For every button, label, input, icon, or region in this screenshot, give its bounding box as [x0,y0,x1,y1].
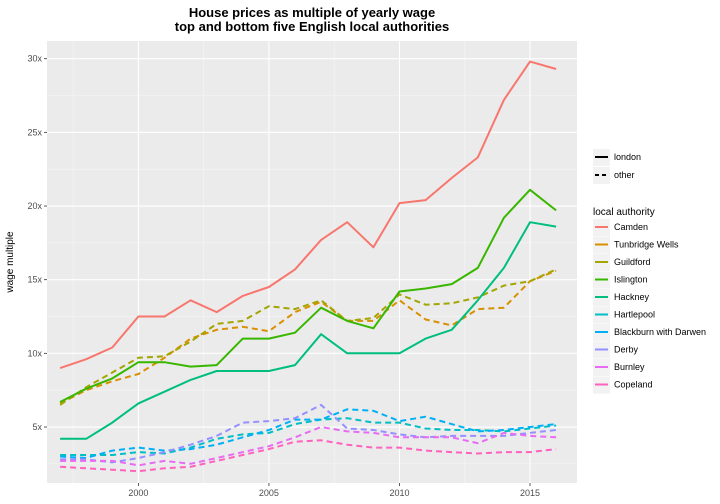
series-line-hackney [60,221,557,440]
series-line-guildford [59,268,557,406]
legend-color-title: local authority [593,207,655,218]
x-tick-label: 2005 [259,488,279,498]
legend-color-label: Derby [614,345,639,355]
legend-color-label: Copeland [614,380,653,390]
legend-color-label: Camden [614,222,648,232]
legend-linetype-label: other [614,170,635,180]
series-line-islington [59,188,557,403]
series-line-blackburn-with-darwen [60,408,557,459]
x-tick-label: 2010 [389,488,409,498]
plot-panel [47,41,577,483]
chart-title: House prices as multiple of yearly wage [189,5,435,20]
legend-linetype: london other [593,149,641,184]
legend-color: Camden Tunbridge Wells Guildford Islington H… [593,219,706,394]
y-axis-title: wage multiple [5,231,16,294]
legend-color-label: Islington [614,275,648,285]
chart-subtitle: top and bottom five English local author… [175,19,449,34]
series-line-hartlepool [60,417,557,456]
series-line-burnley [60,426,557,467]
legend-color-label: Hackney [614,292,650,302]
series-line-camden [59,60,557,370]
y-axis: 5x 10x 15x 20x 25x 30x [27,54,47,432]
legend-color-label: Burnley [614,362,645,372]
series-lines [59,60,557,473]
x-tick-label: 2000 [128,488,148,498]
grid-major [47,41,577,483]
y-tick-label: 25x [27,127,42,137]
legend-color-label: Hartlepool [614,310,655,320]
y-tick-label: 15x [27,275,42,285]
legend-linetype-label: london [614,152,641,162]
legend-key-bg [593,167,610,184]
y-tick-label: 30x [27,54,42,64]
series-line-copeland [60,439,557,473]
series-line-tunbridge-wells [59,269,557,405]
x-axis: 2000 2005 2010 2015 [128,483,540,498]
x-tick-label: 2015 [520,488,540,498]
y-tick-label: 5x [32,422,42,432]
y-tick-label: 10x [27,348,42,358]
y-tick-label: 20x [27,201,42,211]
legend-color-label: Guildford [614,257,651,267]
series-line-derby [60,403,557,464]
legend-color-label: Blackburn with Darwen [614,327,706,337]
legend-color-label: Tunbridge Wells [614,240,679,250]
